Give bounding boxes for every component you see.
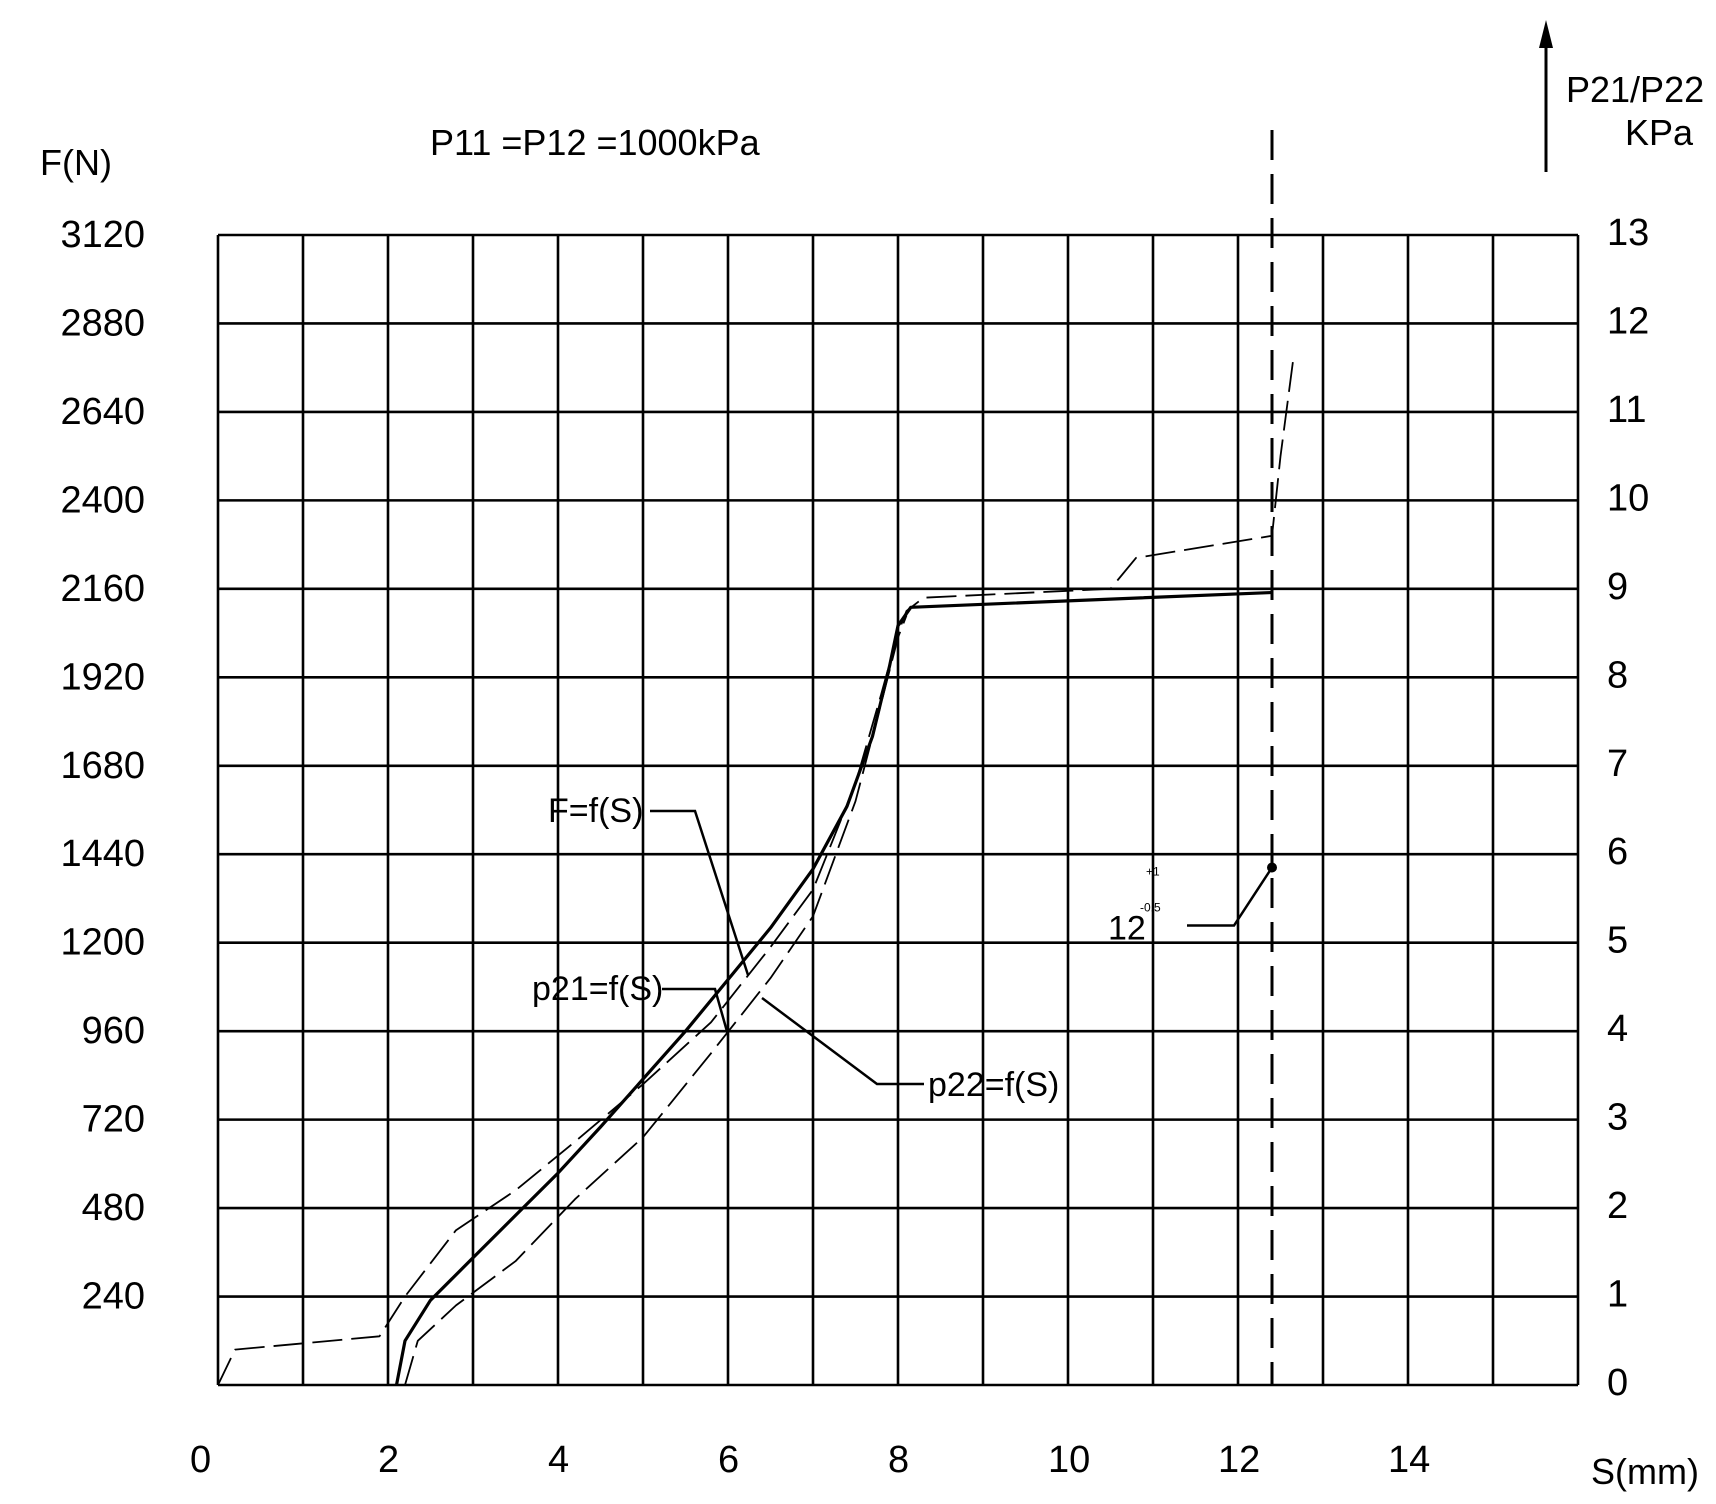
- y-right-tick-label: 6: [1607, 831, 1628, 873]
- tolerance-upper: +1: [1146, 865, 1160, 879]
- y-right-tick-label: 13: [1607, 212, 1649, 254]
- series-label-p21-f-s-: p21=f(S): [532, 970, 663, 1008]
- y-right-tick-label: 12: [1607, 300, 1649, 342]
- y-right-axis-label-2: KPa: [1625, 112, 1694, 153]
- x-tick-label: 14: [1388, 1439, 1430, 1481]
- y-right-tick-label: 1: [1607, 1274, 1628, 1316]
- chart-grid: [216, 233, 1580, 1387]
- x-tick-label: 8: [888, 1439, 909, 1481]
- series-label-f-f-s-: F=f(S): [548, 792, 643, 830]
- y-left-tick-label: 240: [82, 1276, 145, 1318]
- tolerance-leader: [1187, 866, 1274, 927]
- series-line-f-f-s-: [394, 590, 1273, 1386]
- series-label-p22-f-s-: p22=f(S): [928, 1066, 1059, 1104]
- tolerance-lower: -0.5: [1140, 901, 1161, 915]
- y-right-tick-label: 11: [1607, 389, 1646, 431]
- y-right-tick-label: 7: [1607, 743, 1628, 785]
- y-left-tick-label: 1440: [60, 833, 145, 875]
- annotations: 12 +1 -0.5 F=f(S) p21=f(S) p22=f(S): [532, 130, 1277, 1385]
- x-axis-label: S(mm): [1591, 1451, 1699, 1492]
- y-left-tick-label: 2640: [60, 391, 145, 433]
- y-left-tick-label: 1200: [60, 922, 145, 964]
- y-left-tick-label: 1920: [60, 656, 145, 698]
- x-tick-label: 0: [190, 1439, 211, 1481]
- y-left-tick-label: 2880: [60, 302, 145, 344]
- x-tick-label: 4: [548, 1439, 569, 1481]
- y-left-tick-label: 3120: [60, 214, 145, 256]
- right-axis-arrow-head: [1539, 20, 1553, 48]
- y-right-tick-label: 3: [1607, 1097, 1628, 1139]
- y-right-axis-label-1: P21/P22: [1566, 69, 1704, 110]
- leader-p22-f-s-: [761, 996, 924, 1086]
- y-left-tick-label: 2400: [60, 479, 145, 521]
- y-left-axis-label: F(N): [40, 142, 112, 183]
- y-right-tick-label: 2: [1607, 1185, 1628, 1227]
- y-right-tick-label: 8: [1607, 654, 1628, 696]
- x-tick-label: 6: [718, 1439, 739, 1481]
- y-right-tick-label: 4: [1607, 1008, 1628, 1050]
- y-left-tick-label: 720: [82, 1099, 145, 1141]
- tolerance-base: 12: [1108, 910, 1146, 948]
- tick-labels: 0 2 4 6 8 10 12 1424048072096012001440168019202…: [60, 212, 1649, 1481]
- y-left-tick-label: 2160: [60, 568, 145, 610]
- y-left-tick-label: 480: [82, 1187, 145, 1229]
- series-line-p21-f-s-: [217, 358, 1295, 1386]
- y-right-tick-label: 0: [1607, 1362, 1628, 1404]
- series-line-p22-f-s-: [404, 615, 908, 1386]
- y-right-tick-label: 9: [1607, 566, 1628, 608]
- leader-p21-f-s-: [662, 987, 730, 1036]
- chart-title: P11 =P12 =1000kPa: [430, 122, 761, 163]
- x-tick-label: 12: [1218, 1439, 1260, 1481]
- y-right-tick-label: 10: [1607, 477, 1649, 519]
- x-tick-label: 2: [378, 1439, 399, 1481]
- y-left-tick-label: 1680: [60, 745, 145, 787]
- y-right-tick-label: 5: [1607, 920, 1628, 962]
- series-layer: [217, 358, 1295, 1386]
- x-tick-label: 10: [1048, 1439, 1090, 1481]
- y-left-tick-label: 960: [82, 1010, 145, 1052]
- leader-f-f-s-: [650, 809, 750, 976]
